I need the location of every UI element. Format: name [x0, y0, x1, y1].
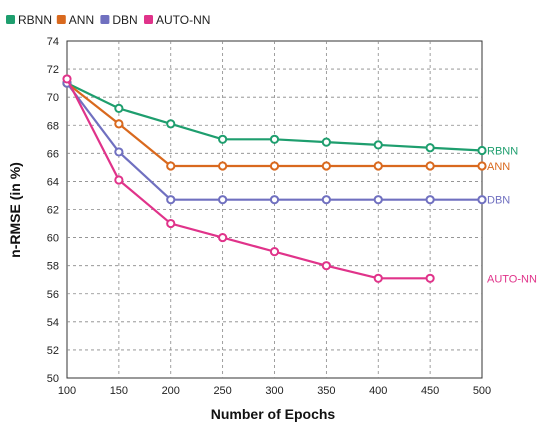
plot-area: 50 52 54 56 58 60 62 64 66 68 70 72 74 100 150 200 250 30…	[47, 36, 537, 397]
legend-entry: ANN	[69, 13, 94, 27]
series-ann: ANN	[62, 78, 510, 173]
data-point	[166, 218, 176, 229]
y-tick-label: 72	[47, 64, 59, 76]
x-tick-label: 450	[421, 385, 439, 397]
data-point	[114, 103, 124, 114]
data-point	[166, 161, 176, 171]
data-point	[425, 161, 435, 171]
data-point	[321, 137, 331, 147]
legend-swatch	[6, 15, 15, 24]
series-rbnn: RBNN	[62, 78, 518, 158]
legend-entry: AUTO-NN	[156, 13, 210, 27]
y-tick-label: 50	[47, 373, 59, 385]
legend-swatch	[56, 15, 66, 24]
y-tick-label: 66	[47, 148, 59, 160]
data-point	[321, 195, 331, 205]
y-tick-label: 58	[47, 261, 59, 273]
y-tick-label: 54	[47, 317, 59, 329]
x-tick-label: 350	[317, 385, 335, 397]
data-point	[373, 161, 383, 171]
data-point	[373, 273, 383, 283]
data-point	[477, 195, 487, 205]
data-point	[269, 195, 280, 205]
data-point	[218, 232, 228, 243]
data-point	[62, 74, 72, 84]
y-tick-label: 62	[47, 205, 59, 217]
data-point	[166, 195, 176, 205]
data-point	[269, 247, 280, 257]
series-end-label: RBNN	[487, 146, 518, 158]
data-point	[425, 195, 435, 205]
x-tick-label: 150	[110, 385, 128, 397]
data-point	[373, 195, 383, 205]
data-point	[373, 140, 383, 150]
data-point	[269, 134, 280, 144]
series-dbn: DBN	[62, 78, 510, 207]
data-point	[218, 195, 228, 205]
x-tick-label: 400	[369, 385, 387, 397]
data-point	[321, 161, 331, 171]
y-tick-label: 70	[47, 92, 59, 104]
data-point	[218, 161, 228, 171]
legend: RBNN ANN DBN AUTO-NN	[6, 13, 210, 27]
y-tick-label: 64	[47, 176, 59, 188]
x-tick-label: 200	[162, 385, 180, 397]
legend-entry: DBN	[112, 13, 137, 27]
series-end-label: AUTO-NN	[487, 273, 537, 285]
data-point	[114, 119, 124, 129]
data-point	[114, 175, 124, 185]
data-point	[477, 145, 487, 156]
y-tick-label: 52	[47, 345, 59, 357]
y-tick-label: 68	[47, 120, 59, 132]
legend-swatch	[144, 15, 153, 24]
x-tick-label: 100	[58, 385, 76, 397]
series-end-label: DBN	[487, 195, 510, 207]
x-tick-label: 300	[265, 385, 283, 397]
data-point	[218, 134, 228, 144]
x-tick-label: 500	[473, 385, 491, 397]
data-point	[425, 143, 435, 153]
series-auto-nn: AUTO-NN	[62, 74, 537, 285]
data-point	[166, 119, 176, 129]
data-point	[425, 273, 435, 283]
legend-swatch	[100, 15, 110, 24]
x-axis-title: Number of Epochs	[211, 406, 336, 422]
series-line	[66, 78, 431, 280]
data-point	[477, 161, 487, 171]
y-tick-label: 60	[47, 233, 59, 245]
data-point	[321, 261, 331, 271]
series-end-label: ANN	[487, 161, 510, 173]
legend-entry: RBNN	[18, 13, 52, 27]
x-tick-label: 250	[213, 385, 231, 397]
data-point	[114, 147, 124, 157]
data-point	[269, 161, 280, 171]
y-tick-label: 56	[47, 289, 59, 301]
y-axis-title: n-RMSE (in %)	[7, 162, 23, 258]
y-tick-label: 74	[47, 36, 59, 48]
